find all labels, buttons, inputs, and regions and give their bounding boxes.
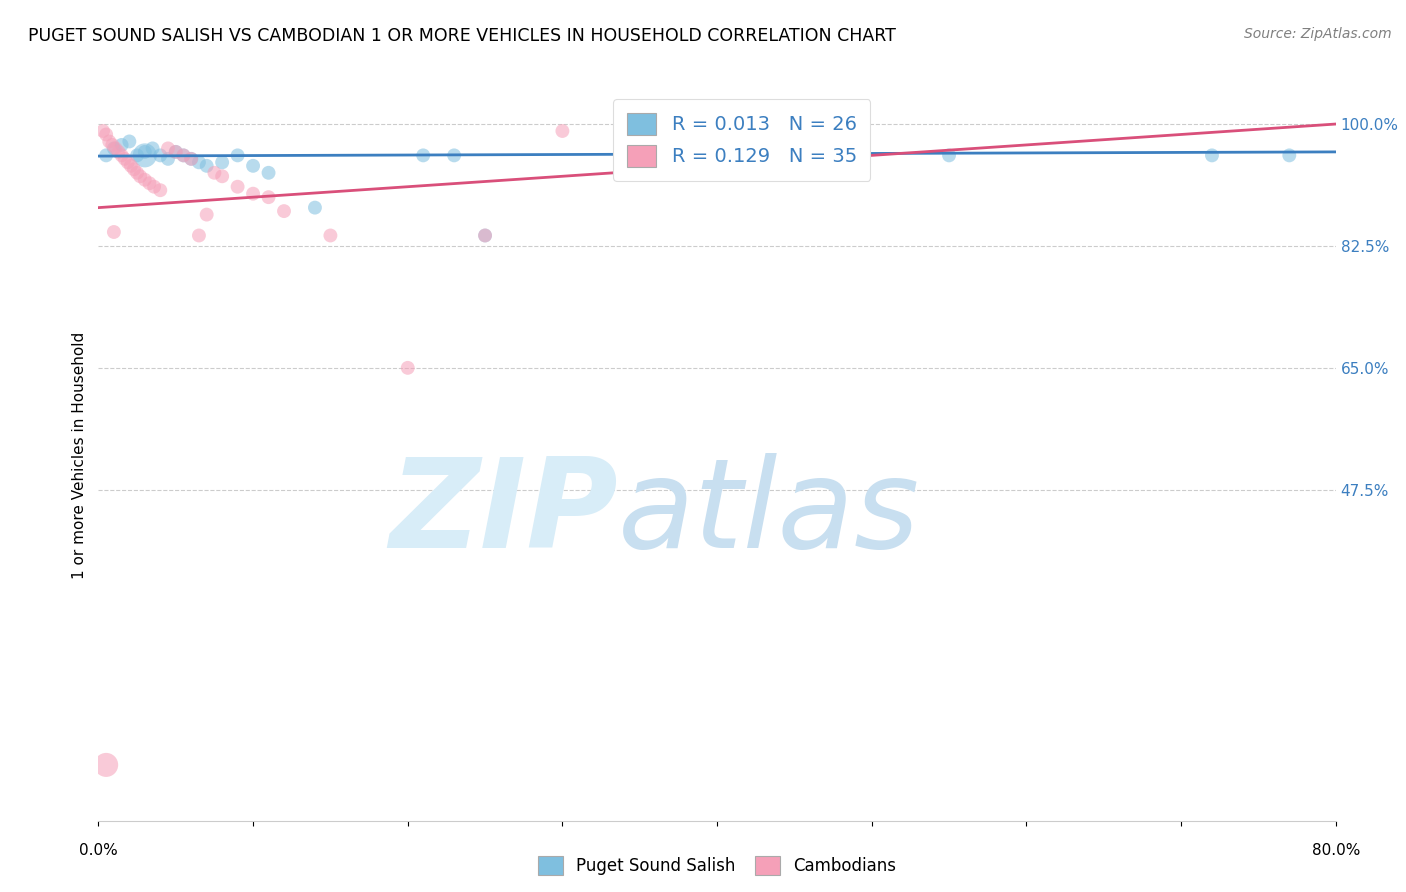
Point (180, 152, 202, 166)
Point (104, 141, 127, 155)
Text: Source: ZipAtlas.com: Source: ZipAtlas.com (1244, 27, 1392, 41)
Point (211, 155, 233, 169)
Point (111, 148, 134, 162)
Point (107, 145, 129, 159)
Point (157, 152, 180, 166)
Point (242, 186, 264, 201)
Point (474, 228, 496, 243)
Point (551, 124, 574, 138)
Point (204, 166, 226, 180)
Point (122, 162, 145, 177)
Point (143, 179, 166, 194)
Point (149, 148, 172, 162)
Y-axis label: 1 or more Vehicles in Household: 1 or more Vehicles in Household (72, 331, 87, 579)
Point (165, 145, 187, 159)
Point (127, 148, 149, 162)
Point (117, 155, 139, 169)
Point (98, 135, 121, 149)
Point (226, 179, 249, 194)
Point (412, 148, 434, 162)
Point (180, 152, 202, 166)
Point (396, 360, 419, 375)
Point (134, 145, 156, 159)
Point (96, 148, 118, 162)
Point (938, 148, 960, 162)
Point (134, 148, 156, 162)
Point (96, 128, 118, 142)
Point (474, 228, 496, 243)
Text: ZIP: ZIP (389, 453, 619, 574)
Point (127, 166, 149, 180)
Point (211, 169, 233, 184)
Point (273, 204, 295, 219)
Point (134, 173, 156, 187)
Point (1201, 148, 1223, 162)
Text: PUGET SOUND SALISH VS CAMBODIAN 1 OR MORE VEHICLES IN HOUSEHOLD CORRELATION CHAR: PUGET SOUND SALISH VS CAMBODIAN 1 OR MOR… (28, 27, 896, 45)
Point (257, 190, 280, 204)
Point (103, 141, 125, 155)
Point (226, 148, 249, 162)
Point (138, 176, 160, 190)
Text: 0.0%: 0.0% (79, 843, 118, 858)
Point (111, 137, 134, 152)
Point (319, 228, 342, 243)
Point (142, 141, 165, 155)
Point (173, 148, 195, 162)
Point (149, 183, 172, 197)
Point (304, 201, 326, 215)
Point (129, 169, 152, 184)
Point (103, 225, 125, 239)
Text: atlas: atlas (619, 453, 920, 574)
Point (96, 758, 118, 772)
Text: 80.0%: 80.0% (1312, 843, 1360, 858)
Point (188, 228, 211, 243)
Point (118, 135, 141, 149)
Point (242, 159, 264, 173)
Point (188, 155, 211, 169)
Legend: Puget Sound Salish, Cambodians: Puget Sound Salish, Cambodians (531, 849, 903, 882)
Point (257, 166, 280, 180)
Point (101, 137, 124, 152)
Point (1278, 148, 1301, 162)
Point (157, 141, 180, 155)
Point (120, 159, 142, 173)
Point (114, 152, 136, 166)
Point (443, 148, 465, 162)
Point (165, 145, 187, 159)
Point (195, 208, 218, 222)
Point (195, 159, 218, 173)
Point (91, 124, 114, 138)
Point (173, 148, 195, 162)
